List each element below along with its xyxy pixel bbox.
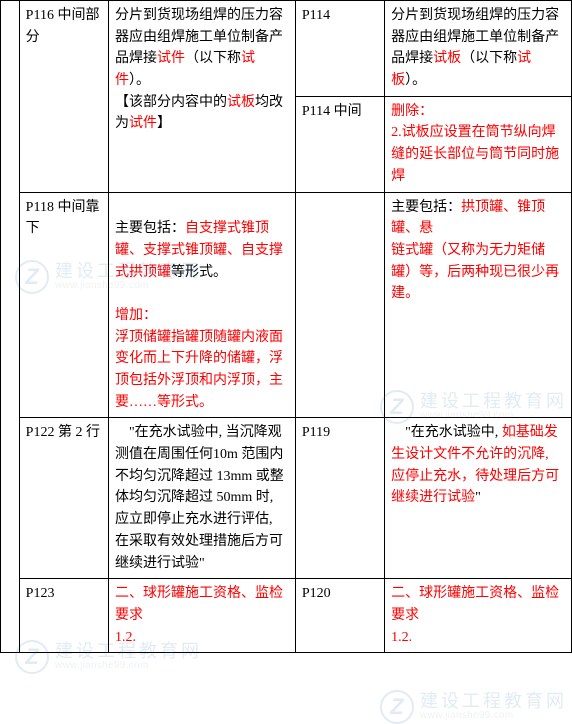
svg-text:Z: Z: [389, 694, 405, 719]
watermark-en: www.jianshe99.com: [55, 661, 202, 672]
highlight-text: 删除：: [391, 104, 433, 119]
content-right: 删除： 2.试板应设置在筒节纵向焊缝的延长部位与筒节同时施焊: [385, 96, 572, 192]
watermark-logo-icon: Z: [380, 690, 414, 724]
page-ref-right: P114 中间: [295, 96, 384, 192]
content-right: 二、球形罐施工资格、监检要求 1.2.: [385, 579, 572, 653]
body-text: P118 中间靠下: [26, 200, 100, 237]
page-ref-left: P118 中间靠下: [19, 192, 108, 418]
highlight-text: 试件: [157, 51, 185, 66]
content-left: 分片到货现场组焊的压力容器应由组焊施工单位制备产品焊接试件（以下称试件）。【该部…: [108, 1, 295, 193]
highlight-text: 2.试板应设置在筒节纵向焊缝的延长部位与筒节同时施焊: [391, 125, 559, 183]
body-text: 】: [157, 116, 171, 131]
page-ref-right: P119: [295, 418, 384, 579]
content-left: "在充水试验中, 当沉降观测值在周围任何10m 范围内不均匀沉降超过 13mm …: [108, 418, 295, 579]
highlight-text: 链式罐（又称为无力矩储罐）等，后两种现已很少再建。: [391, 243, 559, 301]
page-ref-left: P123: [19, 579, 108, 653]
body-text: （以下称: [185, 51, 241, 66]
content-right: 分片到货现场组焊的压力容器应由组焊施工单位制备产品焊接试板（以下称试板）。: [385, 1, 572, 97]
page-ref-right: P114: [295, 1, 384, 97]
content-right: 主要包括：拱顶罐、锥顶罐、悬链式罐（又称为无力矩储罐）等，后两种现已很少再建。: [385, 192, 572, 418]
highlight-text: 增加：: [115, 308, 157, 323]
body-text: 主要包括：: [115, 221, 185, 236]
body-text: "在充水试验中, 当沉降观测值在周围任何10m 范围内不均匀沉降超过 13mm …: [115, 425, 284, 570]
body-text: ": [475, 490, 481, 505]
body-text: （以下称: [461, 51, 517, 66]
body-text: 主要包括：: [391, 200, 461, 215]
body-text: P114: [302, 8, 330, 23]
comparison-table: P116 中间部分分片到货现场组焊的压力容器应由组焊施工单位制备产品焊接试件（以…: [0, 0, 572, 653]
body-text: 【该部分内容中的: [115, 95, 227, 110]
highlight-text: 1.2.: [391, 630, 412, 645]
page-ref-right: [295, 192, 384, 418]
highlight-text: 试板: [227, 95, 255, 110]
body-text: ）。: [405, 73, 426, 88]
content-left: 主要包括：自支撑式锥顶罐、支撑式锥顶罐、自支撑式拱顶罐等形式。增加：浮顶储罐指罐…: [108, 192, 295, 418]
highlight-text: 二、球形罐施工资格、监检要求: [391, 586, 559, 623]
table-row: P118 中间靠下主要包括：自支撑式锥顶罐、支撑式锥顶罐、自支撑式拱顶罐等形式。…: [1, 192, 572, 418]
content-right: "在充水试验中, 如基础发生设计文件不允许的沉降, 应停止充水，待处理后方可继续…: [385, 418, 572, 579]
body-text: P119: [302, 425, 330, 440]
highlight-text: 浮顶储罐指罐顶随罐内液面变化而上下升降的储罐，浮顶包括外浮顶和内浮顶，主要……等…: [115, 330, 283, 410]
table-row: P122 第 2 行 "在充水试验中, 当沉降观测值在周围任何10m 范围内不均…: [1, 418, 572, 579]
watermark-cn: 建设工程教育网: [420, 692, 567, 711]
page-ref-left: P122 第 2 行: [19, 418, 108, 579]
body-text: ）。: [129, 73, 150, 88]
watermark-en: www.jianshe99.com: [420, 711, 567, 722]
body-text: P114 中间: [302, 104, 362, 119]
content-left: 二、球形罐施工资格、监检要求 1.2.: [108, 579, 295, 653]
body-text: P116 中间部分: [26, 8, 100, 45]
body-text: 等形式。: [171, 265, 227, 280]
body-text: P123: [26, 586, 55, 601]
body-text: P122 第 2 行: [26, 425, 100, 440]
highlight-text: 1.2.: [115, 630, 136, 645]
page-ref-left: P116 中间部分: [19, 1, 108, 193]
body-text: "在充水试验中,: [391, 425, 502, 440]
watermark: Z 建设工程教育网www.jianshe99.com: [380, 690, 567, 724]
highlight-text: 二、球形罐施工资格、监检要求: [115, 586, 283, 623]
lead-column: [1, 1, 20, 653]
page-ref-right: P120: [295, 579, 384, 653]
highlight-text: 试板: [433, 51, 461, 66]
table-row: P123 二、球形罐施工资格、监检要求 1.2. P120 二、球形罐施工资格、监检要求…: [1, 579, 572, 653]
highlight-text: 试件: [129, 116, 157, 131]
body-text: P120: [302, 586, 331, 601]
table-row: P116 中间部分分片到货现场组焊的压力容器应由组焊施工单位制备产品焊接试件（以…: [1, 1, 572, 97]
